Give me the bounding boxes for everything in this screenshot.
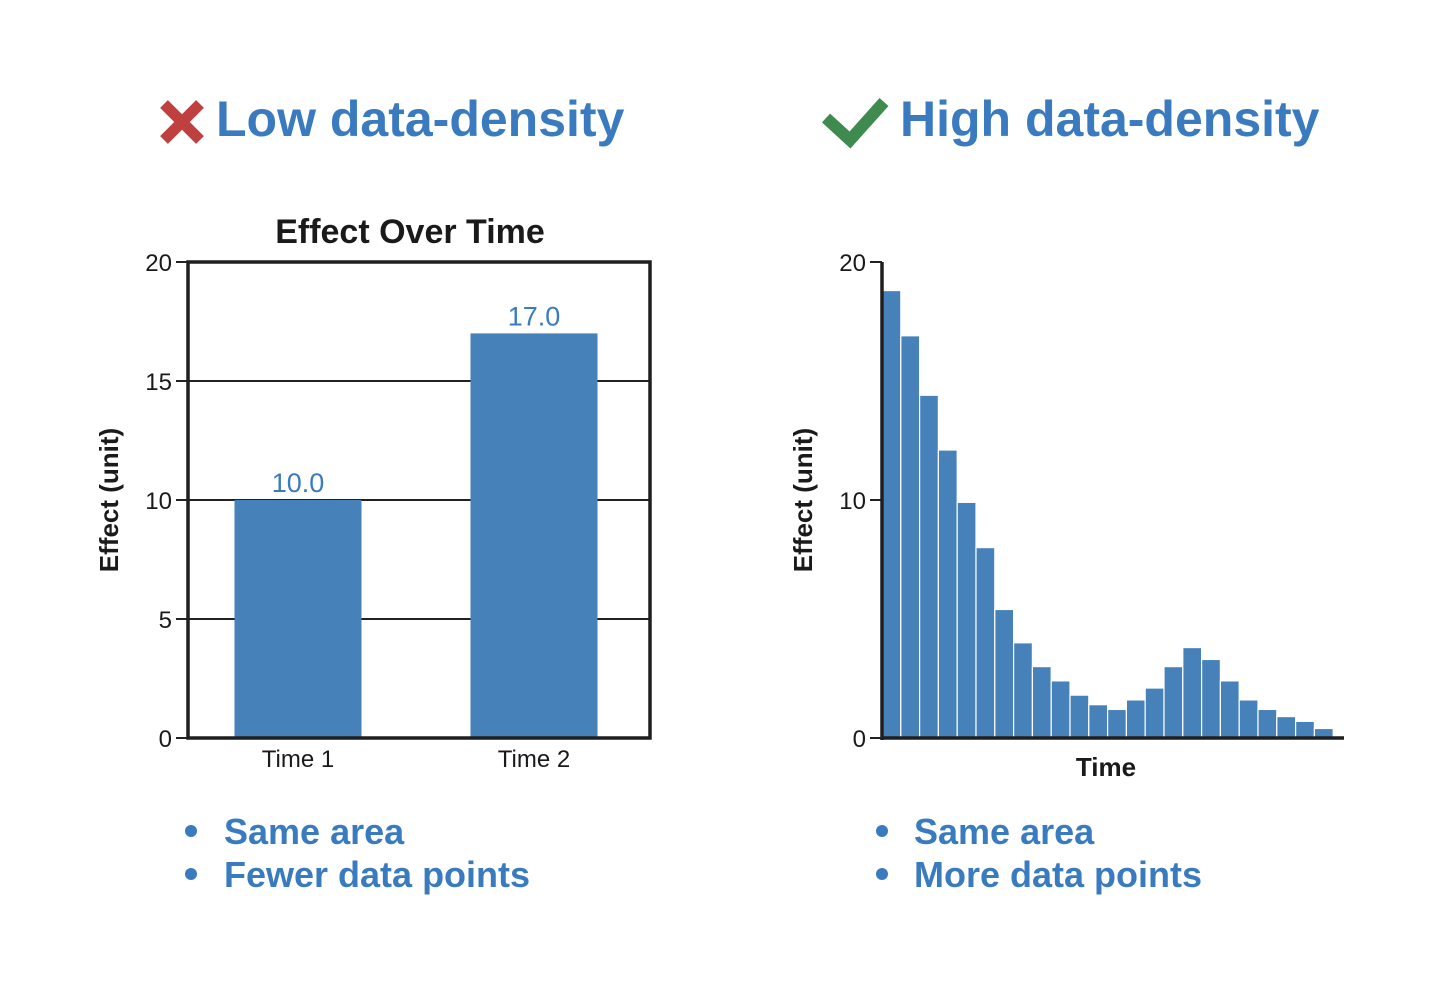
y-tick-label: 0 [853,726,866,753]
bullet-dot [876,825,888,837]
histogram-bar [1219,680,1240,739]
bullet-dot [185,868,197,880]
histogram-bar [975,546,996,739]
right-heading: High data-density [900,91,1320,147]
x-tick-label: Time 2 [498,746,570,773]
x-mark-icon [160,100,204,144]
histogram-bar [1125,699,1146,739]
low-density-chart: Effect Over Time Effect (unit) 0 5 10 15 20 1… [94,213,652,773]
histogram-bar [956,501,977,739]
plot-frame [186,260,652,740]
y-tick-label: 0 [159,726,172,753]
right-bullets: Same area More data points [876,811,1202,895]
histogram-bar [1294,720,1315,739]
y-axis-label: Effect (unit) [788,428,818,572]
y-tick-label: 15 [145,369,172,396]
histogram-bar [1276,715,1297,739]
histogram-bar [1050,680,1071,739]
histogram-bar [1031,665,1052,739]
x-tick-label: Time 1 [262,746,334,773]
bullet-text: More data points [914,854,1202,895]
bullet-dot [185,825,197,837]
left-bullets: Same area Fewer data points [185,811,530,895]
bullet-text: Same area [914,811,1095,852]
y-tick-label: 20 [839,250,866,277]
histogram-bar [1182,646,1203,739]
y-tick-label: 10 [145,488,172,515]
histogram-bar [1200,658,1221,739]
histogram-bar [900,335,921,739]
bullet-text: Same area [224,811,405,852]
histogram-bar [1012,642,1033,739]
bullet-dot [876,868,888,880]
y-tick-label: 10 [839,488,866,515]
check-mark-icon [821,97,889,149]
bar [470,333,598,738]
histogram-bar [1069,694,1090,739]
histogram-bar [1088,704,1109,739]
histogram-bar [1163,665,1184,739]
left-heading: Low data-density [216,91,625,147]
x-axis-label: Time [1076,752,1136,782]
histogram-bar [918,394,939,739]
bullet-text: Fewer data points [224,854,530,895]
histogram-bar [1257,708,1278,739]
y-tick-label: 20 [145,250,172,277]
bar [234,500,362,738]
data-label: 10.0 [272,468,325,498]
data-label: 17.0 [508,301,561,331]
histogram-bar [1238,699,1259,739]
histogram-bar [1106,708,1127,739]
high-density-chart: Effect (unit) Time 0 10 20 [788,250,1344,782]
histogram-bar [937,449,958,739]
y-tick-label: 5 [159,607,172,634]
histogram-bar [994,608,1015,739]
histogram-bar [881,289,902,739]
histogram-bar [1144,687,1165,739]
chart-title: Effect Over Time [275,213,545,251]
y-axis-label: Effect (unit) [94,428,124,572]
